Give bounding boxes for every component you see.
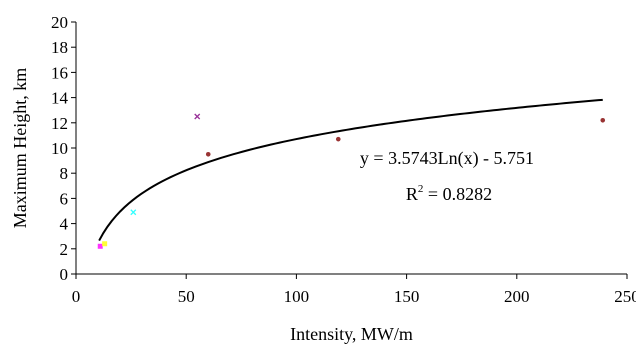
data-point xyxy=(335,136,341,142)
data-point xyxy=(97,243,103,249)
y-tick-label: 4 xyxy=(60,215,69,234)
x-tick-label: 100 xyxy=(284,287,310,306)
data-point xyxy=(102,241,108,247)
data-point xyxy=(130,209,137,216)
y-axis-title: Maximum Height, km xyxy=(10,68,30,229)
r-squared-superscript: 2 xyxy=(418,183,424,195)
y-tick-label: 8 xyxy=(60,164,69,183)
y-tick-label: 16 xyxy=(51,63,68,82)
x-tick-label: 50 xyxy=(178,287,195,306)
data-point-stroke xyxy=(194,113,201,120)
y-tick-label: 2 xyxy=(60,240,69,259)
x-axis-title: Intensity, MW/m xyxy=(290,324,413,344)
x-tick-label: 150 xyxy=(394,287,420,306)
y-tick-label: 14 xyxy=(51,89,69,108)
data-point-stroke xyxy=(130,209,137,216)
trendline-equation: y = 3.5743Ln(x) - 5.751 xyxy=(360,148,534,169)
r-squared-prefix: R xyxy=(406,184,418,204)
y-tick-label: 12 xyxy=(51,114,68,133)
y-tick-label: 20 xyxy=(51,13,68,32)
x-tick-label: 0 xyxy=(72,287,81,306)
y-tick-label: 6 xyxy=(60,189,69,208)
data-point xyxy=(205,152,211,157)
data-point xyxy=(194,113,201,120)
y-tick-label: 10 xyxy=(51,139,68,158)
y-tick-label: 0 xyxy=(60,265,69,284)
r-squared-value: = 0.8282 xyxy=(423,184,492,204)
x-tick-label: 200 xyxy=(504,287,530,306)
x-tick-label: 250 xyxy=(614,287,636,306)
data-point xyxy=(600,117,606,123)
r-squared-label: R2 = 0.8282 xyxy=(406,183,492,204)
plot-content xyxy=(71,21,628,279)
logarithmic-trendline xyxy=(98,98,603,242)
y-tick-label: 18 xyxy=(51,38,68,57)
